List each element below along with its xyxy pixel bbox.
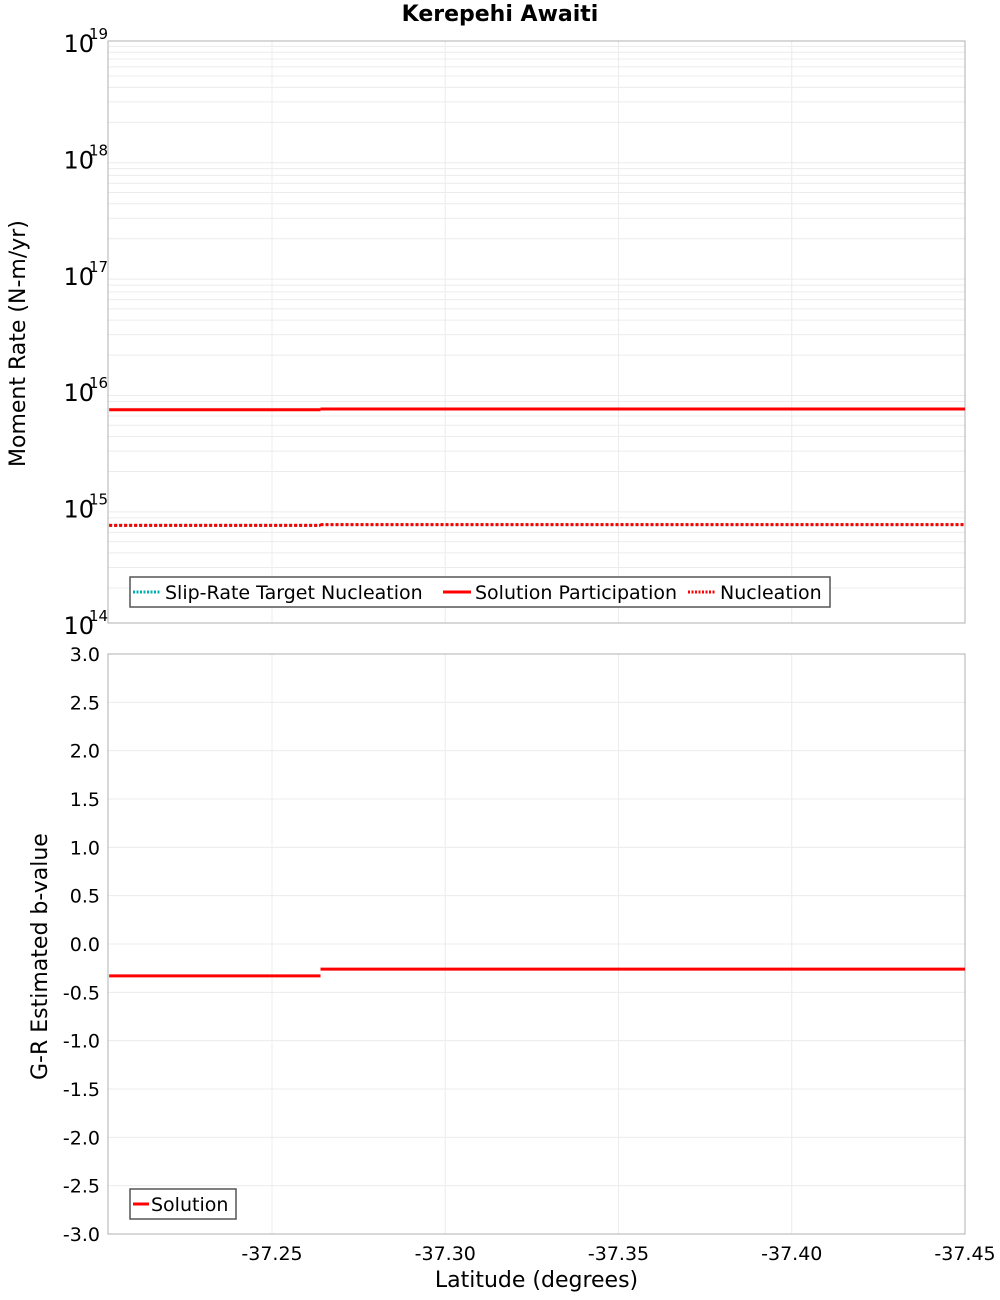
y-tick-label: 10 <box>63 496 94 524</box>
top-legend: Slip-Rate Target Nucleation Solution Part… <box>129 576 831 608</box>
y-tick-label: -2.0 <box>63 1127 100 1149</box>
legend-label: Nucleation <box>720 582 822 604</box>
y-tick-label: -0.5 <box>63 982 100 1004</box>
top-y-axis-label: Moment Rate (N-m/yr) <box>6 220 31 467</box>
y-tick-label: 10 <box>63 30 94 58</box>
y-tick-exponent: 18 <box>89 141 108 159</box>
y-tick-label: -1.5 <box>63 1079 100 1101</box>
y-tick-label: 10 <box>63 263 94 291</box>
legend-label: Solution Participation <box>475 582 677 604</box>
x-tick-label: -37.25 <box>241 1243 302 1265</box>
y-tick-label: 10 <box>63 379 94 407</box>
chart-title: Kerepehi Awaiti <box>401 2 599 27</box>
y-tick-label: 2.0 <box>70 741 100 763</box>
bottom-plot-frame <box>107 653 966 1235</box>
x-axis-label: Latitude (degrees) <box>434 1268 639 1293</box>
y-tick-label: 3.0 <box>70 644 100 666</box>
legend-label: Solution <box>151 1194 228 1216</box>
bottom-legend: Solution <box>129 1188 237 1220</box>
y-tick-exponent: 14 <box>89 607 108 625</box>
bottom-y-axis-label: G-R Estimated b-value <box>28 833 53 1080</box>
x-tick-label: -37.40 <box>761 1243 822 1265</box>
legend-label: Slip-Rate Target Nucleation <box>165 582 423 604</box>
y-tick-label: -1.0 <box>63 1031 100 1053</box>
y-tick-exponent: 16 <box>89 374 108 392</box>
y-tick-label: -2.5 <box>63 1176 100 1198</box>
y-tick-label: -3.0 <box>63 1224 100 1246</box>
y-tick-label: 10 <box>63 146 94 174</box>
y-tick-exponent: 19 <box>89 25 108 43</box>
y-tick-label: 1.0 <box>70 837 100 859</box>
top-plot-frame <box>107 40 966 624</box>
x-tick-label: -37.30 <box>415 1243 476 1265</box>
x-tick-label: -37.35 <box>588 1243 649 1265</box>
y-tick-label: 1.5 <box>70 789 100 811</box>
y-tick-exponent: 15 <box>89 491 108 509</box>
y-tick-label: 0.5 <box>70 886 100 908</box>
y-tick-label: 0.0 <box>70 934 100 956</box>
y-tick-label: 2.5 <box>70 692 100 714</box>
y-tick-label: 10 <box>63 612 94 640</box>
x-tick-label: -37.45 <box>934 1243 995 1265</box>
y-tick-exponent: 17 <box>89 258 108 276</box>
